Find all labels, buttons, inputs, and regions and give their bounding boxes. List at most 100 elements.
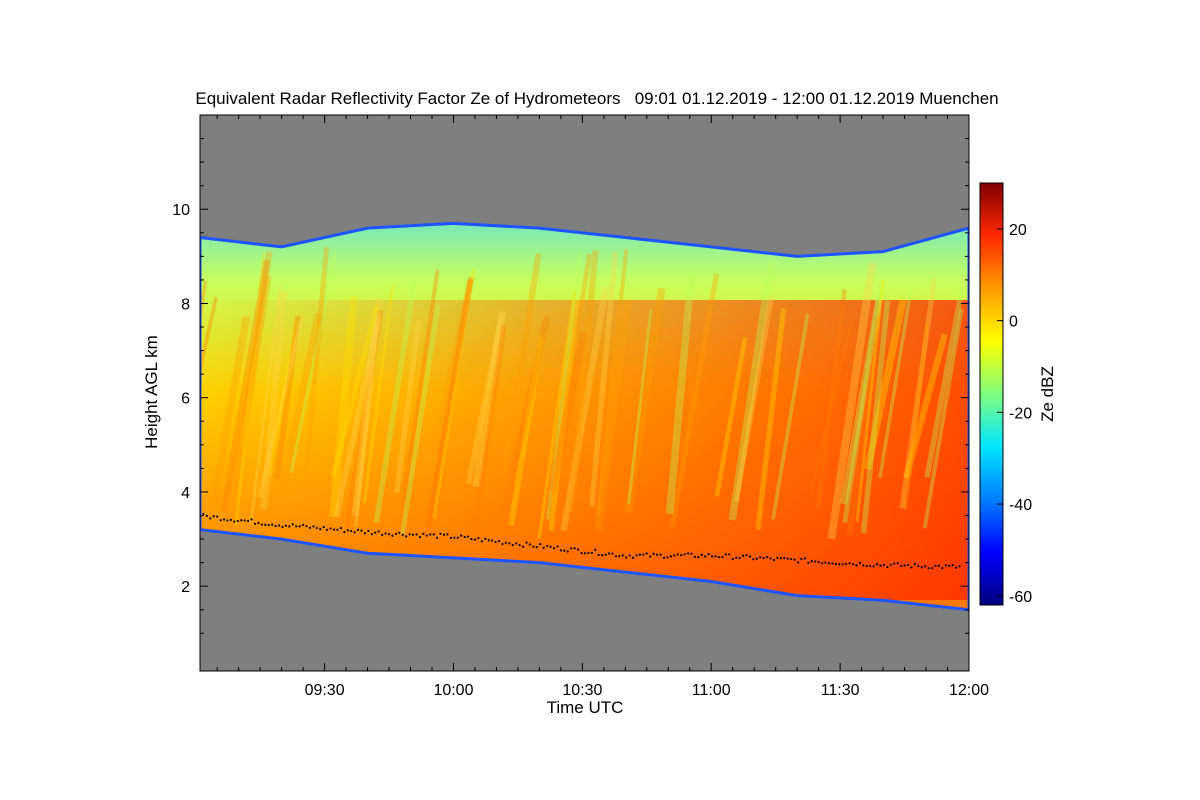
x-tick-label: 10:30 (562, 682, 602, 699)
melting-layer-dot (920, 566, 923, 569)
melting-layer-dot (332, 528, 336, 531)
melting-layer-dot (377, 530, 380, 533)
melting-layer-dot (944, 564, 947, 567)
fall-streak (816, 289, 847, 509)
fall-streaks (200, 246, 965, 540)
fall-streak (548, 299, 580, 532)
melting-layer-dot (219, 519, 222, 522)
melting-layer-dot (631, 556, 635, 559)
colorbar-tick-label: -60 (1009, 589, 1032, 606)
melting-layer-dot (308, 526, 312, 530)
melting-layer-dot (601, 554, 604, 557)
melting-layer-dot (841, 563, 844, 566)
melting-layer-dot (326, 528, 329, 531)
fall-streak (425, 276, 475, 529)
fall-streak (431, 268, 476, 519)
melting-layer-dot (796, 561, 800, 564)
fall-streak (771, 313, 810, 520)
melting-layer-dot (618, 554, 621, 558)
fall-streak (427, 278, 474, 471)
melting-layer-dot (693, 555, 697, 558)
plot-frame (199, 114, 970, 672)
melting-layer-dot (583, 552, 587, 555)
melting-layer-dot (363, 532, 367, 535)
x-tick-label: 10:00 (433, 682, 473, 699)
melting-layer-dot (374, 531, 377, 534)
fall-streak (903, 322, 930, 511)
melting-layer-dot (886, 565, 889, 569)
melting-layer-dot (817, 560, 820, 564)
melting-layer-dot (415, 533, 418, 536)
melting-layer-dot (222, 518, 226, 521)
melting-layer-dot (491, 539, 494, 542)
melting-layer-dot (542, 546, 545, 549)
melting-layer-dot (439, 532, 442, 535)
melting-layer-dot (710, 555, 714, 558)
melting-layer-dot (645, 552, 648, 555)
fall-streak (351, 298, 383, 517)
melting-layer-dot (659, 553, 662, 556)
melting-layer-dot (803, 557, 806, 560)
melting-layer-dot (563, 549, 566, 552)
y-tick-label: 4 (181, 485, 190, 502)
melting-layer-dot (449, 536, 452, 539)
melting-layer-dot (295, 525, 298, 528)
melting-layer-dot (790, 557, 793, 561)
melting-layer-dot (535, 545, 538, 549)
melting-layer-dot (508, 542, 511, 545)
fall-streak (755, 308, 787, 530)
colorbar-label: Ze dBZ (1038, 366, 1057, 422)
colorbar (979, 182, 1004, 606)
melting-layer-dot (343, 530, 346, 534)
melting-layer-dot (755, 557, 758, 560)
fall-streak (362, 284, 395, 504)
melting-layer-dot (202, 512, 205, 515)
y-tick-label: 2 (181, 579, 190, 596)
melting-layer-dot (477, 536, 480, 540)
melting-layer-dot (401, 533, 404, 536)
melting-layer-dot (418, 536, 422, 539)
melting-layer-dot (453, 536, 456, 539)
fall-streak (249, 284, 283, 524)
fall-streak (200, 297, 218, 481)
fall-streak (329, 296, 358, 518)
melting-layer-dot (649, 555, 652, 558)
melting-layer-dot (260, 523, 263, 526)
melting-layer-dot (745, 554, 748, 557)
melting-layer-dot (515, 542, 518, 545)
melting-layer-dot (934, 564, 937, 567)
melting-layer-dot (233, 520, 236, 523)
melting-layer-dot (838, 563, 841, 566)
melting-layer-dot (769, 557, 772, 560)
melting-layer-dot (504, 541, 507, 544)
melting-layer-dot (930, 566, 934, 570)
melting-layer-dot (642, 553, 645, 556)
melting-layer-dot (281, 525, 284, 528)
fall-streak (289, 251, 338, 474)
fall-streak (472, 310, 507, 488)
melting-layer-dot (621, 554, 624, 557)
melting-layer-dot (903, 564, 906, 567)
y-tick-label: 8 (181, 296, 190, 313)
fall-streak (400, 304, 441, 535)
fall-streak (548, 331, 588, 492)
melting-layer-dot (882, 563, 886, 567)
melting-layer-dot (941, 566, 944, 570)
fall-streak (902, 333, 948, 480)
fall-streak (552, 253, 592, 478)
fall-streak (546, 251, 582, 520)
fall-streak (846, 314, 882, 536)
melting-layer-dot (257, 521, 260, 525)
melting-layer-dot (336, 528, 339, 531)
y-tick-label: 6 (181, 391, 190, 408)
fall-streak (274, 315, 301, 480)
melting-layer-dot (319, 528, 322, 531)
melting-layer-dot (559, 549, 562, 552)
melting-layer-dot (398, 531, 401, 534)
melting-layer-dot (497, 539, 501, 543)
fall-streak (665, 271, 696, 515)
melting-layer-dot (741, 554, 745, 557)
fall-streak (354, 325, 379, 528)
fall-streak (260, 291, 288, 511)
